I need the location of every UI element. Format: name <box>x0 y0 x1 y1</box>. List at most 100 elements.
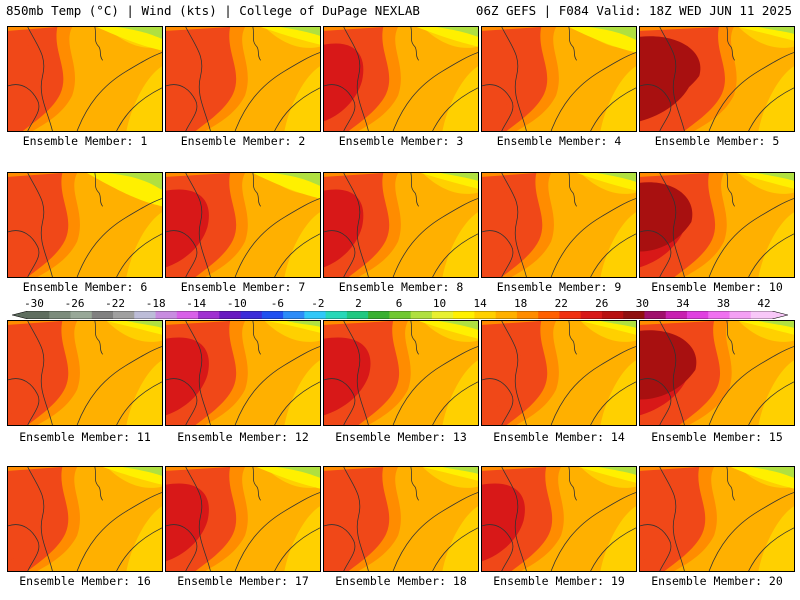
ensemble-member-label: Ensemble Member: 5 <box>654 134 780 148</box>
colorbar-tick-label: 14 <box>473 297 487 310</box>
colorbar-tick-label: 22 <box>554 297 568 310</box>
ensemble-member-map <box>481 172 637 278</box>
ensemble-member-label: Ensemble Member: 16 <box>19 574 151 588</box>
ensemble-member-map <box>165 172 321 278</box>
ensemble-member-label: Ensemble Member: 11 <box>19 430 151 444</box>
ensemble-member-map <box>323 320 479 426</box>
colorbar-tick-label: -26 <box>64 297 85 310</box>
temperature-map <box>166 321 320 425</box>
colorbar-tick-label: -18 <box>145 297 166 310</box>
colorbar-swatch <box>325 311 348 319</box>
temperature-map <box>324 173 478 277</box>
colorbar-swatch <box>686 311 709 319</box>
temperature-map <box>166 467 320 571</box>
colorbar-swatch <box>49 311 72 319</box>
colorbar-swatch <box>644 311 667 319</box>
ensemble-member-map <box>481 466 637 572</box>
temperature-map <box>640 173 794 277</box>
colorbar-tick-label: 26 <box>595 297 609 310</box>
temperature-map <box>166 27 320 131</box>
ensemble-member-label: Ensemble Member: 1 <box>22 134 148 148</box>
ensemble-member-map <box>323 26 479 132</box>
colorbar-swatch <box>474 311 497 319</box>
colorbar-swatch <box>155 311 178 319</box>
colorbar-swatch <box>113 311 135 319</box>
temperature-map <box>640 321 794 425</box>
colorbar-swatch <box>516 311 539 319</box>
colorbar-swatch <box>495 311 518 319</box>
ensemble-member-label: Ensemble Member: 14 <box>493 430 625 444</box>
colorbar-tick-label: 34 <box>676 297 690 310</box>
colorbar-tick-label: 30 <box>635 297 649 310</box>
ensemble-member-label: Ensemble Member: 6 <box>22 280 148 294</box>
map-title: 850mb Temp (°C) | Wind (kts) | College o… <box>6 3 420 18</box>
colorbar-tick-label: -2 <box>311 297 325 310</box>
temperature-map <box>8 321 162 425</box>
ensemble-member-label: Ensemble Member: 3 <box>338 134 464 148</box>
ensemble-member-label: Ensemble Member: 15 <box>651 430 783 444</box>
temperature-map <box>482 321 636 425</box>
ensemble-member-map <box>165 26 321 132</box>
colorbar-swatch <box>559 311 582 319</box>
colorbar-swatch <box>91 311 114 319</box>
run-valid-time: 06Z GEFS | F084 Valid: 18Z WED JUN 11 20… <box>475 3 792 18</box>
colorbar-swatch <box>198 311 220 319</box>
colorbar-swatch <box>389 311 412 319</box>
colorbar-swatch <box>729 311 752 319</box>
colorbar-swatch <box>410 311 433 319</box>
ensemble-member-label: Ensemble Member: 4 <box>496 134 622 148</box>
ensemble-member-map <box>7 320 163 426</box>
ensemble-member-map <box>165 320 321 426</box>
ensemble-member-label: Ensemble Member: 18 <box>335 574 467 588</box>
colorbar-swatch <box>176 311 199 319</box>
colorbar-tick-label: -22 <box>105 297 126 310</box>
colorbar-tick-label: 10 <box>432 297 447 310</box>
ensemble-member-map <box>639 320 795 426</box>
ensemble-member-label: Ensemble Member: 19 <box>493 574 625 588</box>
colorbar-tick-label: -6 <box>270 297 284 310</box>
colorbar-swatch <box>623 311 645 319</box>
temperature-map <box>324 321 478 425</box>
temperature-map <box>324 467 478 571</box>
colorbar-swatch <box>261 311 284 319</box>
ensemble-member-label: Ensemble Member: 2 <box>180 134 306 148</box>
ensemble-member-map <box>7 26 163 132</box>
temperature-map <box>8 467 162 571</box>
colorbar-swatch <box>70 311 93 319</box>
colorbar-swatch <box>219 311 242 319</box>
colorbar-tick-label: 42 <box>757 297 771 310</box>
ensemble-member-label: Ensemble Member: 10 <box>651 280 783 294</box>
temperature-map <box>640 27 794 131</box>
ensemble-member-map <box>323 466 479 572</box>
ensemble-member-map <box>7 172 163 278</box>
colorbar-swatch <box>28 311 50 319</box>
temperature-map <box>640 467 794 571</box>
ensemble-member-map <box>481 26 637 132</box>
ensemble-member-label: Ensemble Member: 7 <box>180 280 306 294</box>
ensemble-member-map <box>639 466 795 572</box>
temperature-map <box>482 467 636 571</box>
colorbar-tick-label: 18 <box>514 297 528 310</box>
colorbar-swatch <box>708 311 730 319</box>
colorbar-swatch <box>134 311 157 319</box>
colorbar-swatch <box>453 311 475 319</box>
ensemble-member-label: Ensemble Member: 20 <box>651 574 783 588</box>
ensemble-member-map <box>481 320 637 426</box>
colorbar-swatch <box>601 311 624 319</box>
temperature-map <box>482 27 636 131</box>
ensemble-member-label: Ensemble Member: 9 <box>496 280 622 294</box>
temperature-map <box>8 27 162 131</box>
colorbar-swatch <box>538 311 560 319</box>
colorbar-tick-label: -30 <box>24 297 44 310</box>
ensemble-member-map <box>7 466 163 572</box>
colorbar-tick-label: -10 <box>226 297 247 310</box>
temperature-map <box>324 27 478 131</box>
colorbar-swatch <box>750 311 773 319</box>
ensemble-member-map <box>639 172 795 278</box>
temperature-colorbar <box>12 311 788 319</box>
colorbar-tick-label: 2 <box>355 297 362 310</box>
temperature-map <box>482 173 636 277</box>
colorbar-swatch <box>431 311 454 319</box>
colorbar-swatch <box>580 311 603 319</box>
ensemble-member-label: Ensemble Member: 17 <box>177 574 309 588</box>
